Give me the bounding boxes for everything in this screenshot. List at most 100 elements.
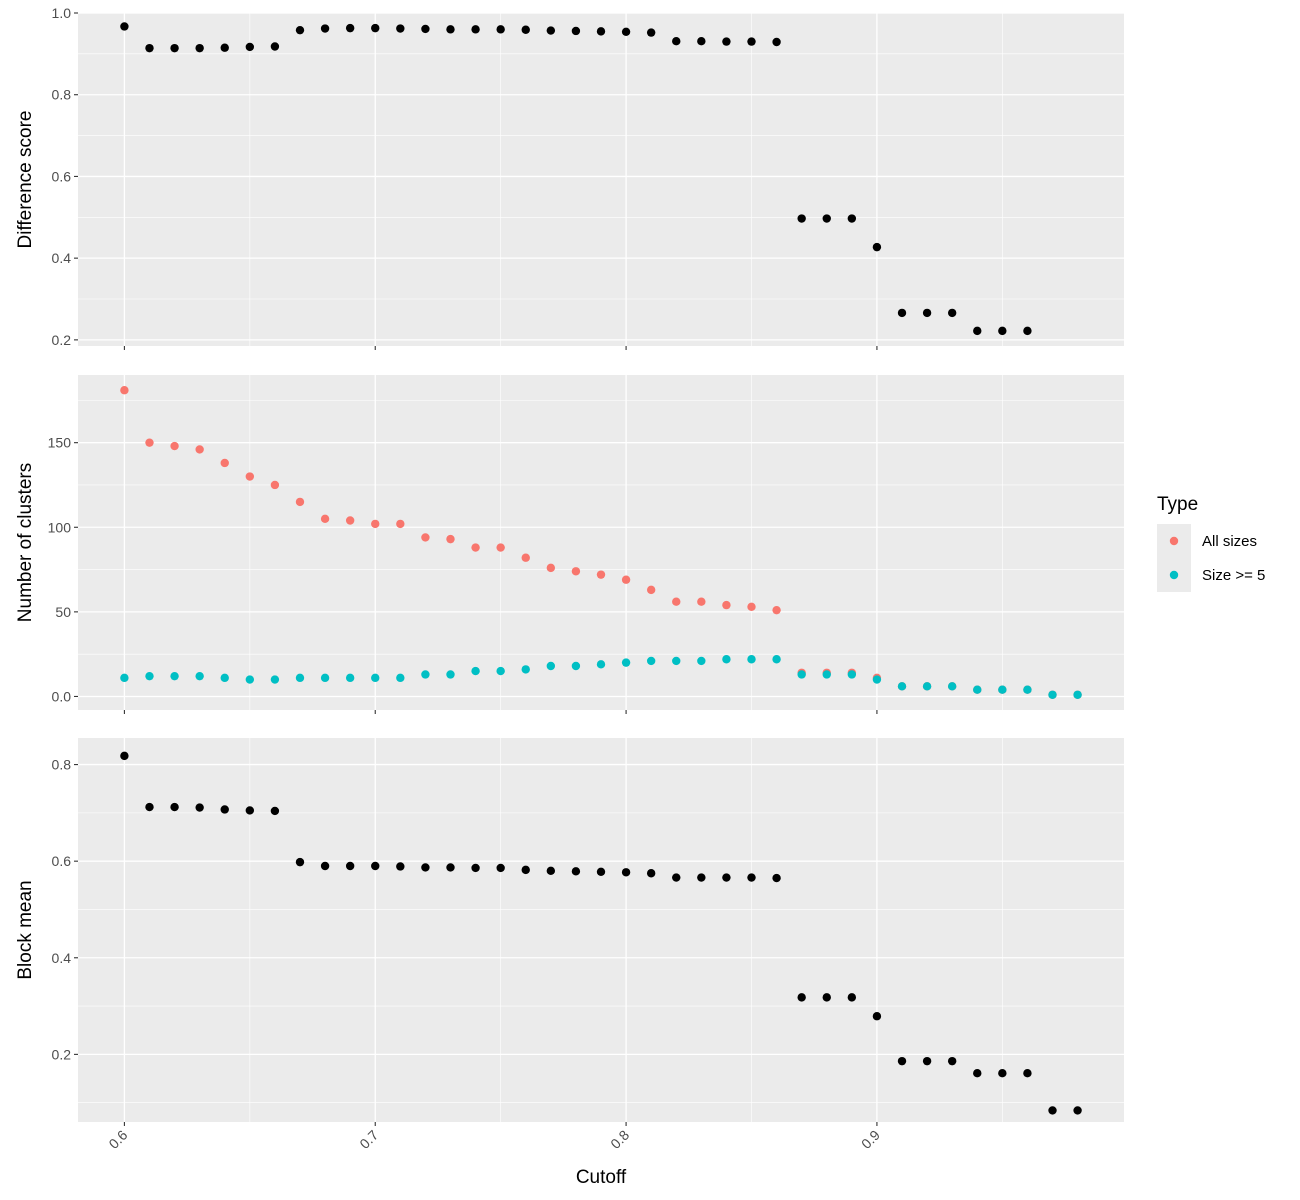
data-point [195,44,203,52]
data-point [371,862,379,870]
data-point [471,25,479,33]
panel-1: 0.2 0.4 0.6 0.8 1.0 Difference score [15,5,1124,350]
data-point [471,864,479,872]
data-point [120,674,128,682]
y-axis-title: Number of clusters [15,463,36,622]
data-point [346,674,354,682]
y-tick-label: 0.0 [52,688,72,704]
y-tick-label: 50 [55,604,71,620]
data-point [797,670,805,678]
data-point [271,807,279,815]
data-point [722,655,730,663]
data-point [221,805,229,813]
data-point [672,598,680,606]
x-tick-label: 0.9 [858,1127,883,1152]
data-point [145,803,153,811]
data-point [522,554,530,562]
data-point [948,309,956,317]
data-point [622,868,630,876]
data-point [321,674,329,682]
data-point [797,993,805,1001]
data-point [672,873,680,881]
data-point [346,862,354,870]
data-point [496,543,504,551]
data-point [998,1069,1006,1077]
data-point [823,214,831,222]
data-point [572,662,580,670]
data-point [246,43,254,51]
data-point [396,24,404,32]
legend-label: Size >= 5 [1202,567,1265,584]
data-point [396,674,404,682]
legend-marker [1170,537,1178,545]
data-point [120,386,128,394]
data-point [998,327,1006,335]
data-point [421,533,429,541]
data-point [572,27,580,35]
data-point [747,37,755,45]
data-point [772,655,780,663]
data-point [597,570,605,578]
data-point [647,586,655,594]
data-point [898,682,906,690]
data-point [120,752,128,760]
data-point [271,675,279,683]
data-point [747,873,755,881]
data-point [221,674,229,682]
data-point [898,1057,906,1065]
panel-background [78,738,1124,1122]
data-point [848,993,856,1001]
data-point [823,670,831,678]
data-point [873,243,881,251]
data-point [547,867,555,875]
data-point [170,442,178,450]
data-point [1023,685,1031,693]
data-point [547,662,555,670]
legend-label: All sizes [1202,533,1257,550]
data-point [1023,327,1031,335]
data-point [195,672,203,680]
data-point [296,674,304,682]
data-point [471,667,479,675]
x-tick-label: 0.8 [607,1127,632,1152]
data-point [848,670,856,678]
data-point [321,24,329,32]
data-point [421,863,429,871]
data-point [572,567,580,575]
data-point [923,309,931,317]
data-point [697,657,705,665]
data-point [722,873,730,881]
data-point [647,28,655,36]
data-point [973,327,981,335]
y-tick-label: 150 [48,435,72,451]
x-tick-label: 0.6 [105,1127,130,1152]
data-point [246,472,254,480]
data-point [697,598,705,606]
y-tick-label: 0.4 [52,250,72,266]
data-point [522,26,530,34]
data-point [697,37,705,45]
panel-background [78,375,1124,710]
data-point [747,603,755,611]
data-point [1048,1106,1056,1114]
data-point [446,670,454,678]
data-point [547,26,555,34]
data-point [246,675,254,683]
data-point [446,25,454,33]
data-point [296,498,304,506]
y-tick-label: 0.8 [52,87,72,103]
y-tick-label: 0.8 [52,757,72,773]
y-tick-label: 0.6 [52,168,72,184]
y-tick-label: 0.2 [52,332,72,348]
panels-layer: 0.2 0.4 0.6 0.8 1.0 Difference score 0.0 50 100 1… [15,5,1124,1126]
data-point [747,655,755,663]
data-point [622,28,630,36]
data-point [446,535,454,543]
data-point [1073,691,1081,699]
data-point [873,675,881,683]
data-point [572,867,580,875]
data-point [797,214,805,222]
data-point [421,25,429,33]
legend-marker [1170,571,1178,579]
data-point [296,26,304,34]
